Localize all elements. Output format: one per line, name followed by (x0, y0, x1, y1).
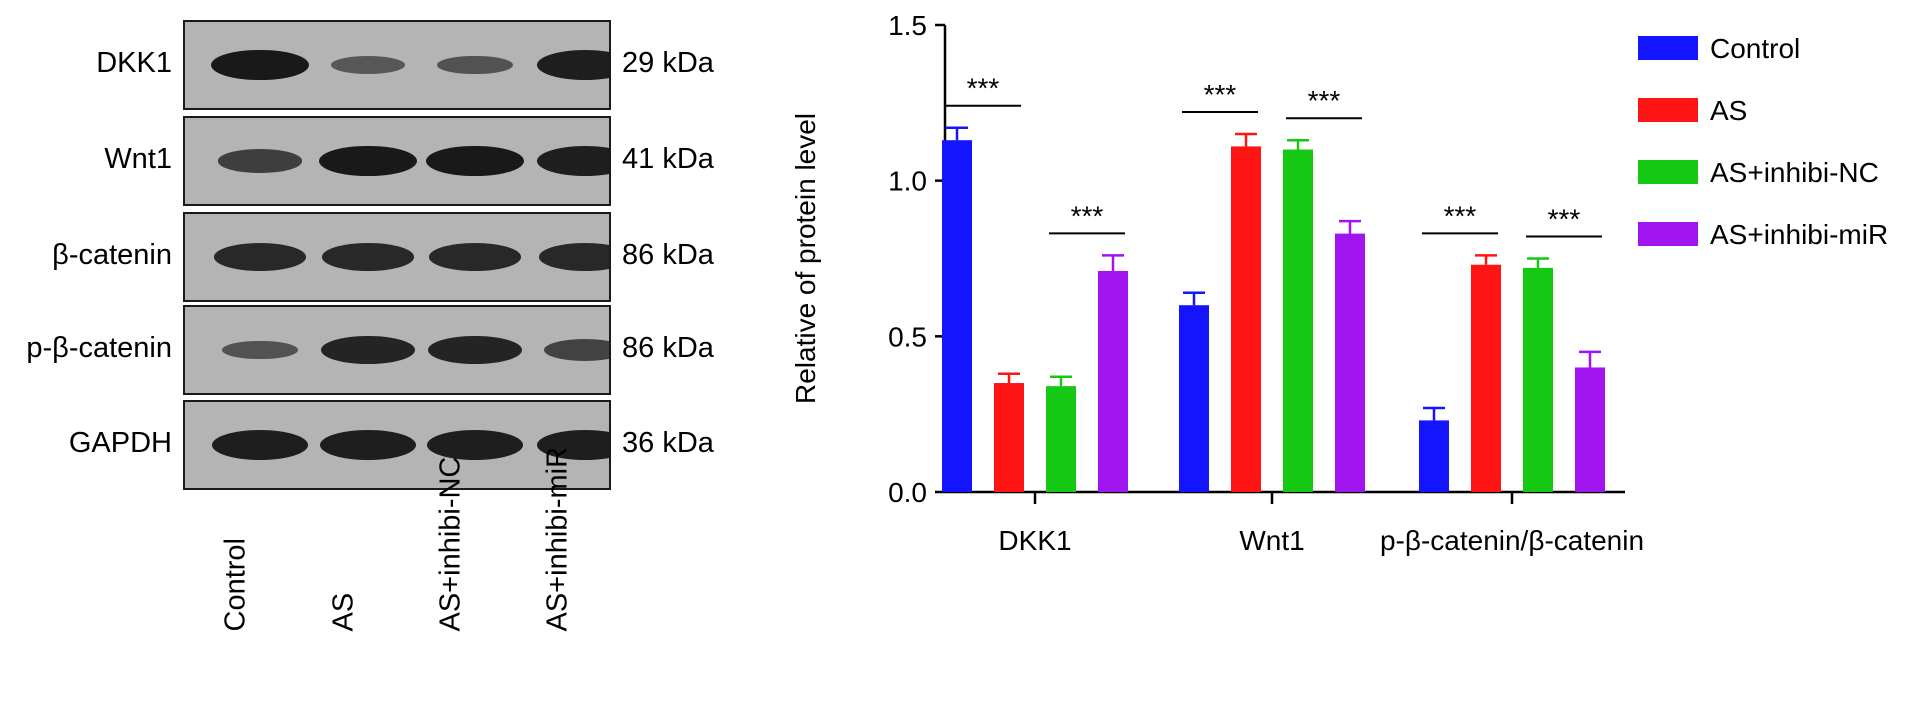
blot-band (426, 145, 524, 177)
legend-swatch (1638, 98, 1698, 122)
blot-band (320, 430, 416, 460)
bar (1179, 305, 1209, 492)
blot-row-label: Wnt1 (104, 143, 172, 175)
significance-label: *** (967, 73, 1000, 104)
blot-band (319, 145, 417, 177)
blot-row-label: p-β-catenin (26, 332, 172, 364)
legend-swatch (1638, 222, 1698, 246)
blot-band (222, 340, 298, 360)
blot-lane-label: AS+inhibi-NC (434, 456, 467, 632)
blot-band (331, 56, 405, 74)
bar (1046, 386, 1076, 492)
molecular-weight-label: 86 kDa (622, 239, 714, 271)
x-tick-label: DKK1 (998, 525, 1071, 556)
bar (1575, 367, 1605, 492)
y-tick-label: 0.0 (888, 477, 927, 508)
significance-label: *** (1204, 79, 1237, 110)
x-tick-label: p-β-catenin/β-catenin (1380, 525, 1644, 556)
bar (1335, 233, 1365, 493)
blot-band (212, 430, 308, 460)
blot-row-label: GAPDH (68, 427, 172, 459)
bar (1471, 264, 1501, 492)
bar (1098, 270, 1128, 492)
molecular-weight-label: 86 kDa (622, 332, 714, 364)
bar (1523, 267, 1553, 492)
y-axis-title: Relative of protein level (790, 113, 821, 404)
y-tick-label: 0.5 (888, 321, 927, 352)
bar (1283, 149, 1313, 493)
blot-row-label: β-catenin (52, 239, 172, 271)
y-tick-label: 1.5 (888, 10, 927, 41)
blot-band (322, 243, 414, 271)
blot-band (218, 149, 302, 173)
y-tick-label: 1.0 (888, 166, 927, 197)
blot-band (437, 55, 513, 75)
legend-label: AS (1710, 95, 1747, 126)
blot-band (321, 335, 415, 365)
blot-band (428, 335, 522, 365)
bar (994, 383, 1024, 492)
blot-band (544, 338, 609, 362)
blot-band (537, 146, 609, 176)
blot-band (429, 243, 521, 271)
blot-row-dkk1 (183, 20, 611, 110)
legend-label: AS+inhibi-miR (1710, 219, 1888, 250)
significance-label: *** (1308, 85, 1341, 116)
blot-band (427, 430, 523, 460)
molecular-weight-label: 29 kDa (622, 47, 714, 79)
blot-row-gapdh (183, 400, 611, 490)
bar-chart: 0.0 0.5 1.0 1.5 Relative of protein level DKK… (790, 10, 1888, 556)
western-blot-panel: DKK1 29 kDa Wnt1 41 kDa β-catenin 86 kDa p-β-c… (0, 0, 760, 718)
significance-label: *** (1071, 200, 1104, 231)
bar (942, 140, 972, 492)
blot-lane-label: AS+inhibi-miR (541, 446, 574, 632)
molecular-weight-label: 36 kDa (622, 427, 714, 459)
blot-lane-label: Control (219, 538, 252, 632)
molecular-weight-label: 41 kDa (622, 143, 714, 175)
blot-band (539, 243, 609, 271)
blot-row-p-catenin (183, 305, 611, 395)
blot-band (537, 50, 609, 80)
x-tick-label: Wnt1 (1239, 525, 1304, 556)
bar (1231, 146, 1261, 493)
blot-row-label: DKK1 (96, 47, 172, 79)
blot-band (211, 49, 309, 81)
blot-row-wnt1 (183, 116, 611, 206)
legend-swatch (1638, 160, 1698, 184)
legend-label: Control (1710, 33, 1800, 64)
bar (1419, 420, 1449, 492)
legend-swatch (1638, 36, 1698, 60)
significance-label: *** (1548, 204, 1581, 235)
blot-row--catenin (183, 212, 611, 302)
blot-band (537, 430, 609, 460)
blot-lane-label: AS (327, 592, 360, 632)
significance-label: *** (1444, 200, 1477, 231)
blot-band (214, 243, 306, 271)
legend-label: AS+inhibi-NC (1710, 157, 1879, 188)
